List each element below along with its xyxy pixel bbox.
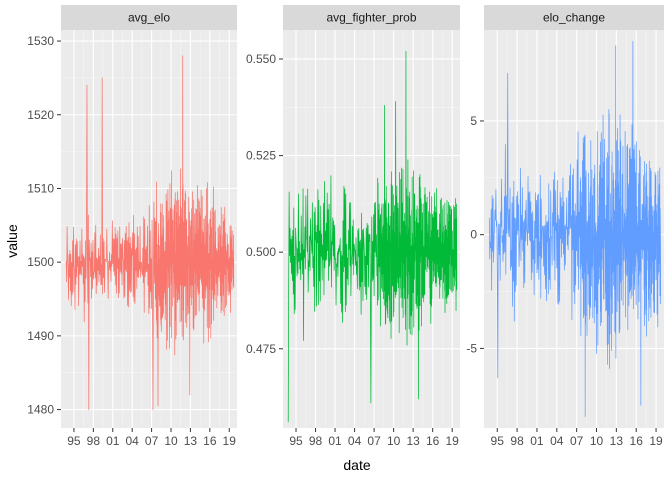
x-tick-label: 95	[289, 434, 303, 448]
facet-panels: avg_elo 95 98 01 04 07 10 13 16 19 1480 1490 1500 151…	[27, 5, 664, 448]
y-tick-label: 1490	[27, 329, 54, 343]
x-tick-label: 13	[406, 434, 420, 448]
series-line-avg_elo	[65, 55, 235, 410]
x-tick-label: 07	[367, 434, 381, 448]
y-tick-label: 1500	[27, 255, 54, 269]
strip-label: elo_change	[543, 11, 605, 25]
strip-label: avg_elo	[128, 11, 170, 25]
x-tick-label: 04	[348, 434, 362, 448]
strip-background	[61, 5, 237, 30]
facet-avg_elo: avg_elo 95 98 01 04 07 10 13 16 19 1480 1490 1500 151…	[27, 5, 237, 448]
x-tick-label: 16	[203, 434, 217, 448]
x-tick-label: 01	[328, 434, 342, 448]
series-line-avg_fighter_prob	[287, 50, 458, 423]
x-tick-label: 19	[446, 434, 460, 448]
x-tick-label: 07	[145, 434, 159, 448]
y-tick-label: 1520	[27, 108, 54, 122]
y-tick-label: -5	[466, 341, 477, 355]
x-tick-label: 13	[610, 434, 624, 448]
y-tick-label: 1510	[27, 181, 54, 195]
strip-label: avg_fighter_prob	[326, 11, 416, 25]
x-tick-label: 04	[550, 434, 564, 448]
y-tick-label: 5	[470, 114, 477, 128]
x-tick-label: 19	[223, 434, 237, 448]
facet-elo_change: elo_change 95 98 01 04 07 10 13 16 19 -5 0 5	[466, 5, 664, 448]
x-tick-label: 10	[164, 434, 178, 448]
y-tick-label: 0.500	[246, 245, 276, 259]
x-tick-label: 13	[184, 434, 198, 448]
x-tick-label: 19	[649, 434, 663, 448]
x-tick-label: 95	[67, 434, 81, 448]
x-tick-label: 07	[570, 434, 584, 448]
x-axis-title: date	[343, 457, 370, 473]
x-tick-label: 16	[426, 434, 440, 448]
x-tick-label: 16	[630, 434, 644, 448]
x-tick-label: 98	[87, 434, 101, 448]
y-tick-label: 1480	[27, 403, 54, 417]
y-axis-title: value	[4, 224, 20, 258]
x-tick-label: 98	[510, 434, 524, 448]
y-tick-label: 0.525	[246, 149, 276, 163]
facet-avg_fighter_prob: avg_fighter_prob 95 98 01 04 07 10 13 16 19 0.475 0…	[246, 5, 460, 448]
x-tick-label: 01	[106, 434, 120, 448]
y-tick-label: 0.475	[246, 342, 276, 356]
x-tick-label: 04	[125, 434, 139, 448]
y-tick-label: 1530	[27, 34, 54, 48]
x-tick-label: 10	[387, 434, 401, 448]
x-tick-label: 10	[590, 434, 604, 448]
x-tick-label: 98	[309, 434, 323, 448]
x-tick-label: 95	[491, 434, 505, 448]
y-tick-label: 0	[470, 228, 477, 242]
x-tick-label: 01	[530, 434, 544, 448]
strip-background	[283, 5, 460, 30]
strip-background	[484, 5, 664, 30]
y-tick-label: 0.550	[246, 52, 276, 66]
series-line-elo_change	[488, 40, 662, 418]
